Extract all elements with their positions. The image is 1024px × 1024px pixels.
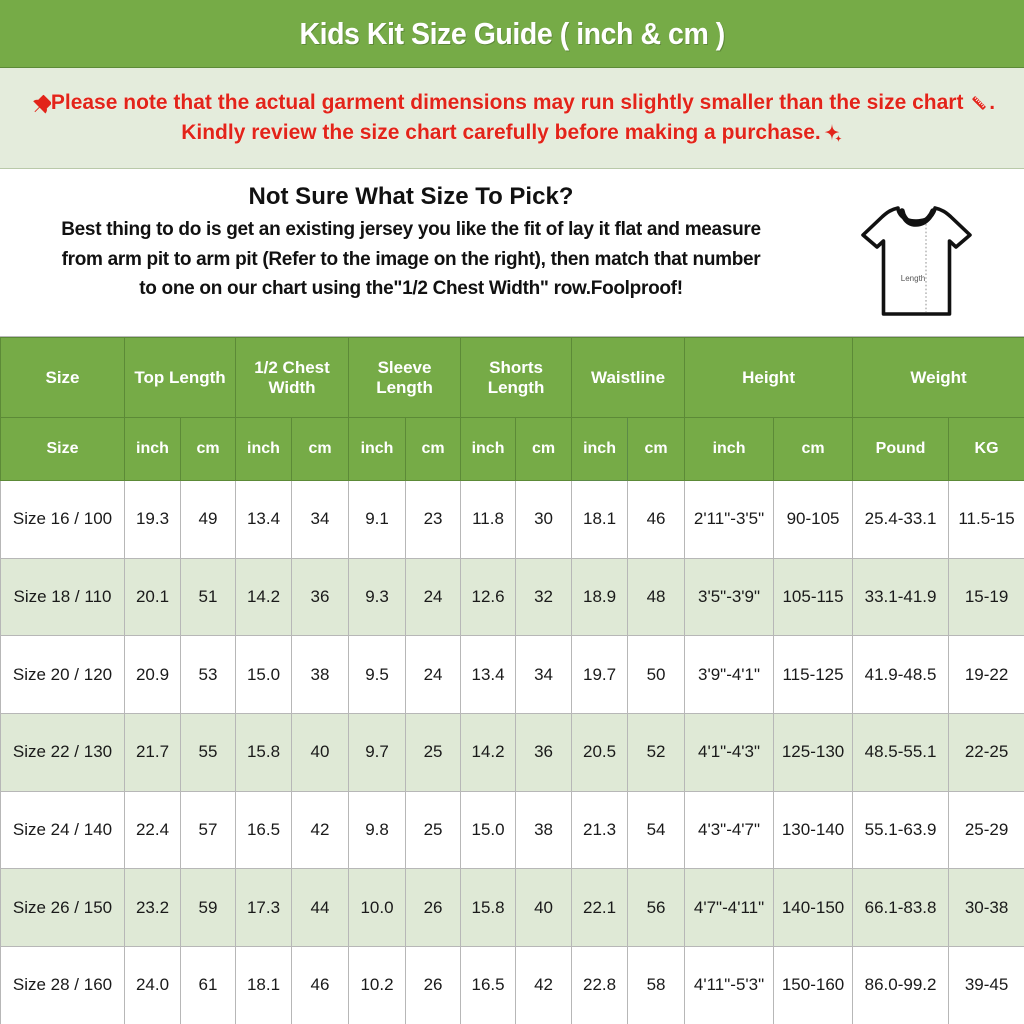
svg-text:Length: Length (901, 274, 925, 283)
